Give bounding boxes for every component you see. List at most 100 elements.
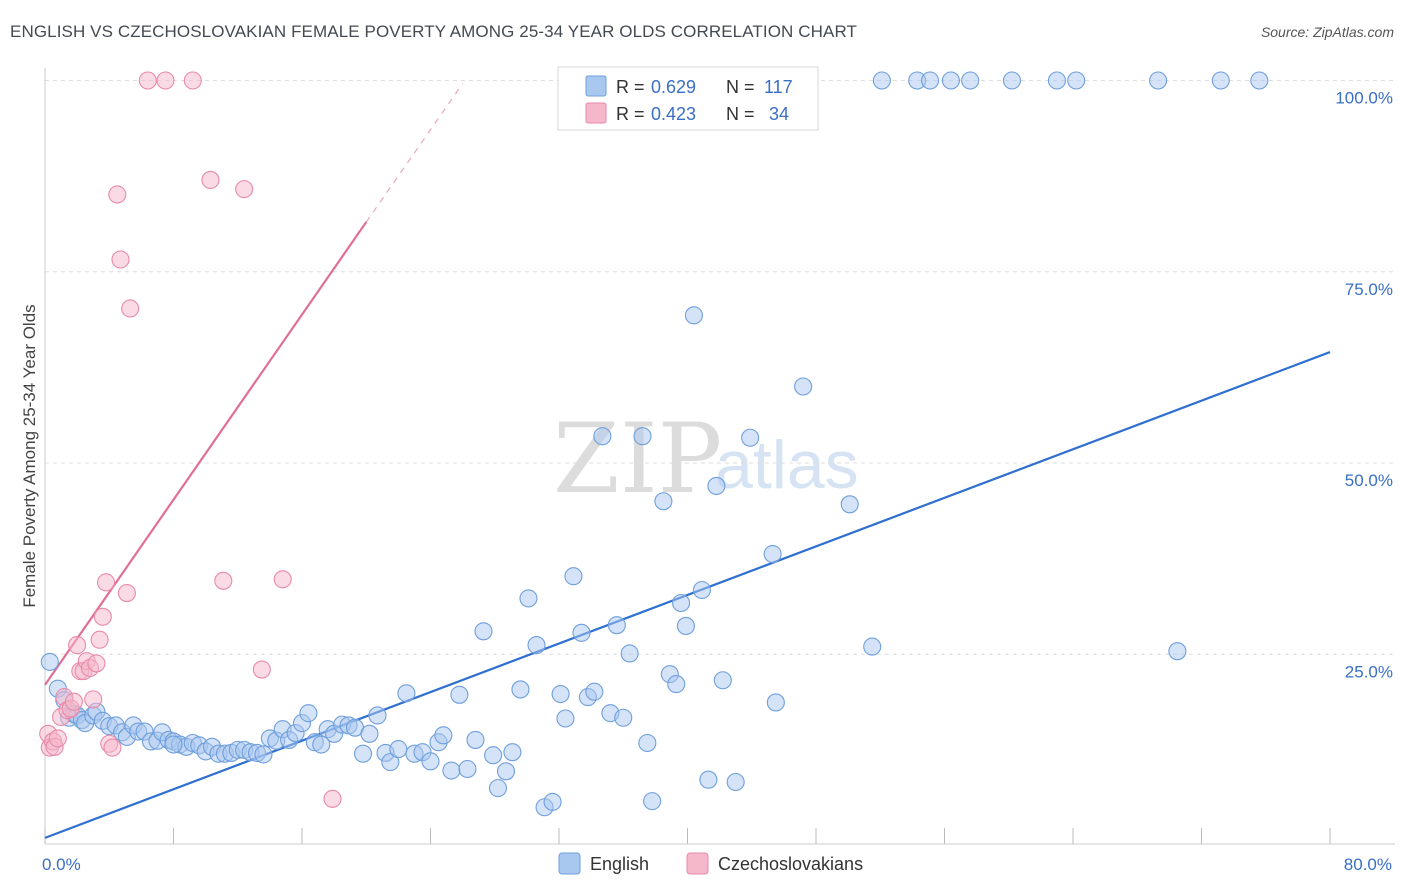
point-english xyxy=(164,735,183,754)
point-english xyxy=(872,71,891,90)
point-english xyxy=(1047,71,1066,90)
legend-swatch-czechoslovakians xyxy=(686,852,709,875)
point-czechoslovakians xyxy=(183,71,202,90)
point-english xyxy=(741,428,760,447)
stats-n-value-czechoslovakians: 34 xyxy=(764,104,789,124)
point-english xyxy=(397,684,416,703)
point-english xyxy=(667,675,686,694)
point-english xyxy=(863,637,882,656)
point-english xyxy=(360,724,379,743)
point-czechoslovakians xyxy=(156,71,175,90)
x-tick-label-min: 0.0% xyxy=(42,855,81,874)
stats-r-label-czechoslovakians: R = xyxy=(616,104,645,124)
point-english xyxy=(638,733,657,753)
point-czechoslovakians xyxy=(214,571,233,590)
point-english xyxy=(699,770,718,789)
stats-box: R = 0.629 N = 117 R = 0.423 N = 34 xyxy=(557,66,819,131)
point-czechoslovakians xyxy=(201,170,220,189)
point-czechoslovakians xyxy=(117,583,136,603)
point-english xyxy=(961,71,980,90)
point-english xyxy=(442,761,461,780)
stats-n-label-czechoslovakians: N = xyxy=(726,104,755,124)
point-english xyxy=(466,730,485,749)
point-english xyxy=(607,616,626,635)
point-english xyxy=(593,427,612,446)
point-english xyxy=(389,740,408,759)
point-english xyxy=(794,377,813,396)
point-english xyxy=(421,752,440,771)
y-tick-label-75: 75.0% xyxy=(1345,280,1393,299)
point-czechoslovakians xyxy=(93,607,112,626)
point-english xyxy=(381,753,400,772)
point-english xyxy=(353,744,373,763)
point-czechoslovakians xyxy=(273,570,292,589)
watermark: ZIP atlas xyxy=(553,403,859,515)
point-czechoslovakians xyxy=(323,789,342,808)
point-english xyxy=(643,792,662,811)
y-tick-labels: 25.0% 50.0% 75.0% 100.0% xyxy=(1335,89,1393,682)
point-czechoslovakians xyxy=(68,636,87,655)
legend-label-czechoslovakians: Czechoslovakians xyxy=(718,854,863,874)
point-czechoslovakians xyxy=(138,71,157,90)
point-english xyxy=(519,589,538,608)
point-english xyxy=(572,623,591,642)
point-english xyxy=(1250,71,1269,90)
point-english xyxy=(312,735,331,754)
point-english xyxy=(484,746,503,765)
point-english xyxy=(840,495,859,514)
source-attribution: Source: ZipAtlas.com xyxy=(1260,24,1394,40)
legend-swatch-english xyxy=(558,852,581,875)
stats-n-label-english: N = xyxy=(726,77,755,97)
point-czechoslovakians xyxy=(111,250,130,269)
chart-title: ENGLISH VS CZECHOSLOVAKIAN FEMALE POVERT… xyxy=(10,22,857,41)
point-english xyxy=(254,745,273,764)
point-czechoslovakians xyxy=(48,729,67,748)
stats-r-value-czechoslovakians: 0.423 xyxy=(651,104,696,124)
point-english xyxy=(726,772,745,792)
point-english xyxy=(527,636,546,655)
point-english xyxy=(450,685,469,704)
y-tick-label-50: 50.0% xyxy=(1345,471,1393,490)
point-english xyxy=(585,682,604,701)
point-czechoslovakians xyxy=(64,692,83,711)
point-english xyxy=(920,71,940,90)
watermark-zip: ZIP xyxy=(553,403,722,515)
x-tick-label-max: 80.0% xyxy=(1344,855,1392,874)
point-english xyxy=(503,743,522,762)
point-english xyxy=(707,476,726,496)
point-english xyxy=(496,762,516,781)
stats-r-value-english: 0.629 xyxy=(651,77,696,97)
point-english xyxy=(633,427,652,446)
point-english xyxy=(488,779,508,798)
point-czechoslovakians xyxy=(84,690,103,709)
stats-swatch-english xyxy=(585,75,607,97)
point-english xyxy=(676,616,695,635)
point-english xyxy=(40,652,59,671)
point-english xyxy=(434,726,453,745)
point-czechoslovakians xyxy=(96,573,116,592)
point-czechoslovakians xyxy=(87,654,106,673)
point-english xyxy=(551,684,570,704)
point-english xyxy=(458,759,477,779)
trend-line-extension-czechoslovakians xyxy=(365,83,464,223)
point-english xyxy=(614,708,633,727)
point-english xyxy=(1067,71,1086,90)
point-english xyxy=(672,593,691,613)
point-english xyxy=(763,544,782,564)
point-english xyxy=(564,567,583,586)
gridlines xyxy=(45,80,1395,655)
point-czechoslovakians xyxy=(108,185,127,204)
point-english xyxy=(511,680,530,699)
point-english xyxy=(299,704,318,723)
legend: English Czechoslovakians xyxy=(558,852,863,875)
stats-n-value-english: 117 xyxy=(764,77,793,97)
point-english xyxy=(941,71,960,90)
point-czechoslovakians xyxy=(252,660,271,679)
stats-r-label-english: R = xyxy=(616,77,645,97)
point-english xyxy=(684,306,703,325)
y-axis-label: Female Poverty Among 25-34 Year Olds xyxy=(20,304,39,607)
point-english xyxy=(543,792,562,811)
y-tick-label-25: 25.0% xyxy=(1345,662,1393,681)
y-tick-label-100: 100.0% xyxy=(1335,89,1393,108)
